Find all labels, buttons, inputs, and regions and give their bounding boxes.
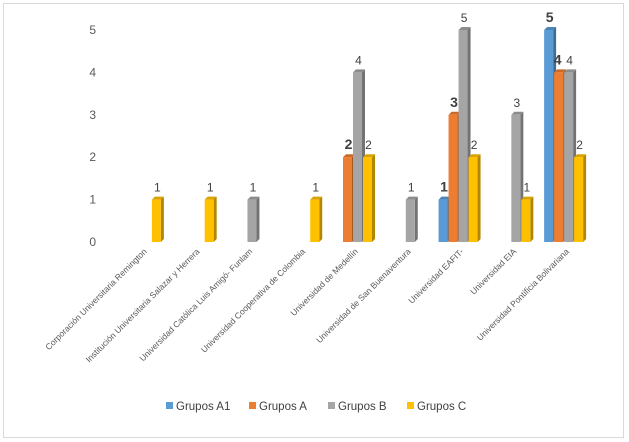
bar-top (574, 154, 587, 158)
bar-top (544, 27, 557, 30)
legend-swatch (407, 402, 414, 409)
bar-front (310, 199, 320, 242)
bar-front (564, 72, 574, 243)
bar-side (319, 196, 323, 242)
legend-label: Grupos A (259, 401, 307, 413)
bar-front (458, 30, 468, 242)
data-label: 1 (250, 181, 257, 195)
x-tick-label: Universidad de San Buenaventura (314, 246, 413, 345)
bar-front (448, 114, 458, 242)
bar-side (583, 154, 587, 242)
y-tick-label: 1 (89, 193, 96, 207)
bar-top (405, 196, 418, 200)
bar-top (353, 69, 365, 73)
bar-side (213, 196, 217, 242)
bar (247, 196, 260, 242)
bar-top (554, 69, 567, 73)
data-label: 2 (471, 138, 478, 152)
bar (204, 196, 217, 242)
bar-front (204, 199, 214, 242)
x-tick-label: Universidad Católica Luis Amigó- Funlam (137, 246, 254, 363)
bar-side (530, 196, 534, 242)
data-label: 1 (154, 181, 161, 195)
data-label: 3 (513, 96, 520, 110)
x-tick-label: Universidad Cooperativa de Colombia (199, 246, 307, 354)
data-label: 2 (576, 138, 583, 152)
y-tick-label: 3 (89, 108, 96, 122)
x-tick-label: Universidad EIA (468, 246, 518, 296)
x-tick-label: Universidad Pontificia Bolivariana (475, 246, 571, 342)
bar-side (256, 196, 260, 242)
bar-front (511, 114, 521, 242)
bar-side (372, 154, 375, 242)
data-label: 2 (345, 136, 353, 152)
bar-front (151, 199, 161, 242)
bar-front (574, 157, 584, 242)
y-tick-label: 0 (89, 235, 96, 249)
y-tick-label: 5 (89, 23, 96, 37)
bar-top (363, 154, 375, 158)
data-label: 1 (440, 179, 448, 195)
bar-front (353, 72, 362, 243)
bar (574, 154, 587, 242)
legend-swatch (166, 402, 173, 409)
bar-side (160, 196, 164, 242)
bar (521, 196, 534, 242)
data-label: 5 (546, 9, 554, 25)
legend-swatch (328, 402, 335, 409)
bar (310, 196, 323, 242)
data-label: 4 (566, 53, 573, 67)
x-tick-label: Corporación Universitaria Remington (43, 246, 149, 352)
data-label: 1 (523, 181, 530, 195)
bar-front (247, 199, 257, 242)
y-tick-label: 2 (89, 150, 96, 164)
legend-label: Grupos A1 (176, 401, 230, 413)
bar-top (468, 154, 481, 158)
bar-top (564, 69, 577, 73)
data-label: 1 (207, 181, 214, 195)
bar (405, 196, 418, 242)
data-label: 1 (312, 181, 319, 195)
bar-front (363, 157, 372, 242)
bar-top (247, 196, 260, 200)
bar-front (521, 199, 531, 242)
bar-top (448, 111, 461, 115)
data-label: 4 (554, 51, 562, 67)
legend-swatch (249, 402, 256, 409)
bar-side (414, 196, 418, 242)
data-label: 3 (450, 94, 458, 110)
bar-top (511, 111, 524, 115)
data-label: 5 (461, 11, 468, 25)
bar-top (204, 196, 217, 200)
x-tick-label: Universidad EAFIT- (406, 246, 465, 305)
bar-front (468, 157, 478, 242)
data-label: 4 (355, 53, 362, 67)
bar-side (477, 154, 481, 242)
legend-label: Grupos C (417, 401, 466, 413)
data-label: 2 (365, 138, 372, 152)
data-label: 1 (408, 181, 415, 195)
bar-front (438, 199, 448, 242)
bar-front (405, 199, 415, 242)
bar (468, 154, 481, 242)
bar-front (544, 30, 554, 242)
x-tick-label: Institución Universitaria Salazar y Herr… (84, 246, 202, 364)
bar (151, 196, 164, 242)
bar-top (151, 196, 164, 200)
bar (363, 154, 375, 242)
bar-front (343, 157, 352, 242)
bar-top (343, 154, 355, 158)
bar-top (438, 196, 451, 200)
bar-top (521, 196, 534, 200)
bar-top (310, 196, 323, 200)
bar-top (458, 27, 471, 30)
bar-front (554, 72, 564, 243)
legend-label: Grupos B (338, 401, 387, 413)
y-tick-label: 4 (89, 65, 96, 79)
